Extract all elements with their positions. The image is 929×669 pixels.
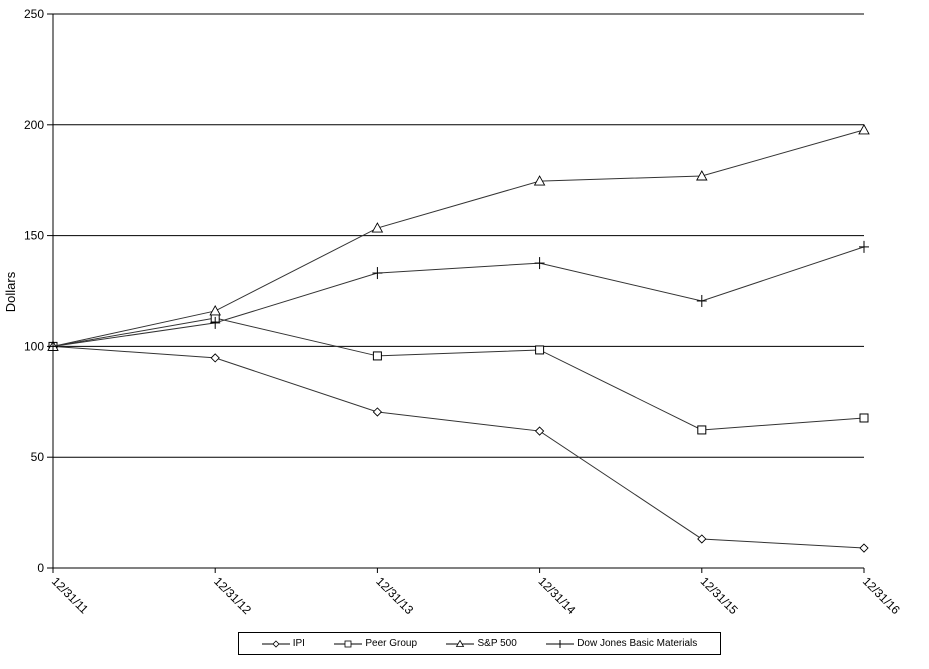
square-marker-icon [334, 640, 363, 647]
triangle-marker-icon [533, 175, 546, 186]
triangle-marker-icon [371, 222, 384, 233]
y-tick-label: 50 [31, 450, 45, 464]
diamond-marker-icon [859, 543, 869, 553]
y-tick-label: 200 [24, 118, 44, 132]
x-tick-label: 12/31/14 [535, 574, 578, 617]
x-tick-label: 12/31/15 [698, 574, 741, 617]
legend-label: S&P 500 [477, 638, 517, 649]
diamond-marker-icon [210, 353, 220, 363]
diamond-marker-icon [697, 534, 707, 544]
x-tick-label: 12/31/12 [211, 574, 254, 617]
x-axis-ticks: 12/31/11 12/31/12 12/31/13 12/31/14 12/31/15… [49, 568, 903, 617]
legend: IPI Peer Group S&P 500 Dow Jones Basic M… [238, 632, 721, 655]
y-axis-ticks: 0 50 100 150 200 250 [24, 7, 53, 575]
triangle-marker-icon [446, 639, 475, 647]
square-marker-icon [535, 345, 545, 355]
triangle-marker-icon [209, 305, 221, 316]
legend-item-peer-group: Peer Group [334, 638, 417, 649]
x-tick-label: 12/31/11 [49, 574, 92, 617]
square-marker-icon [697, 425, 707, 435]
diamond-marker-icon [261, 639, 290, 648]
triangle-marker-icon [696, 170, 708, 181]
legend-item-ipi: IPI [261, 638, 305, 649]
square-marker-icon [859, 413, 869, 423]
y-tick-label: 0 [37, 561, 44, 575]
diamond-marker-icon [372, 407, 383, 417]
series-s-p-500 [47, 123, 870, 351]
legend-item-dow-jones: Dow Jones Basic Materials [546, 638, 697, 649]
y-tick-label: 150 [24, 229, 44, 243]
y-axis-title: Dollars [3, 271, 18, 312]
legend-label: IPI [292, 638, 305, 649]
y-tick-label: 100 [24, 339, 44, 353]
axes [52, 14, 864, 569]
series-peer-group [48, 313, 869, 435]
series-lines [47, 123, 870, 553]
series-ipi [48, 341, 869, 553]
x-tick-label: 12/31/16 [860, 574, 903, 617]
series-dow-jones-basic-materials [48, 240, 869, 353]
plus-marker-icon [546, 639, 575, 648]
legend-item-sp500: S&P 500 [446, 638, 517, 649]
x-tick-label: 12/31/13 [373, 574, 416, 617]
gridlines [53, 13, 864, 458]
y-tick-label: 250 [24, 7, 44, 21]
legend-label: Peer Group [365, 638, 418, 649]
diamond-marker-icon [534, 426, 545, 436]
square-marker-icon [372, 351, 382, 361]
triangle-marker-icon [858, 123, 870, 135]
legend-label: Dow Jones Basic Materials [577, 638, 698, 649]
